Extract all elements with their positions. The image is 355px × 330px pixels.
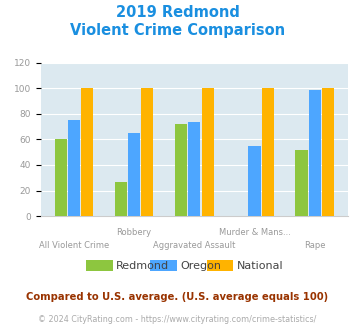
- Bar: [262, 88, 274, 216]
- Bar: [188, 121, 201, 216]
- Text: National: National: [237, 261, 284, 271]
- Bar: [309, 89, 321, 216]
- Text: Robbery: Robbery: [116, 228, 152, 237]
- Text: Oregon: Oregon: [180, 261, 221, 271]
- Text: All Violent Crime: All Violent Crime: [39, 241, 109, 250]
- Bar: [322, 88, 334, 216]
- Text: Aggravated Assault: Aggravated Assault: [153, 241, 236, 250]
- Bar: [248, 146, 261, 216]
- Text: Rape: Rape: [304, 241, 326, 250]
- Bar: [128, 133, 140, 216]
- Text: 2019 Redmond: 2019 Redmond: [116, 5, 239, 20]
- Bar: [202, 88, 214, 216]
- Bar: [115, 182, 127, 216]
- Text: Redmond: Redmond: [116, 261, 169, 271]
- Bar: [175, 124, 187, 216]
- Bar: [141, 88, 153, 216]
- Bar: [55, 139, 67, 216]
- Text: Compared to U.S. average. (U.S. average equals 100): Compared to U.S. average. (U.S. average …: [26, 292, 329, 302]
- Text: © 2024 CityRating.com - https://www.cityrating.com/crime-statistics/: © 2024 CityRating.com - https://www.city…: [38, 315, 317, 324]
- Bar: [68, 120, 80, 216]
- Bar: [295, 150, 308, 216]
- Text: Violent Crime Comparison: Violent Crime Comparison: [70, 23, 285, 38]
- Bar: [81, 88, 93, 216]
- Text: Murder & Mans...: Murder & Mans...: [219, 228, 290, 237]
